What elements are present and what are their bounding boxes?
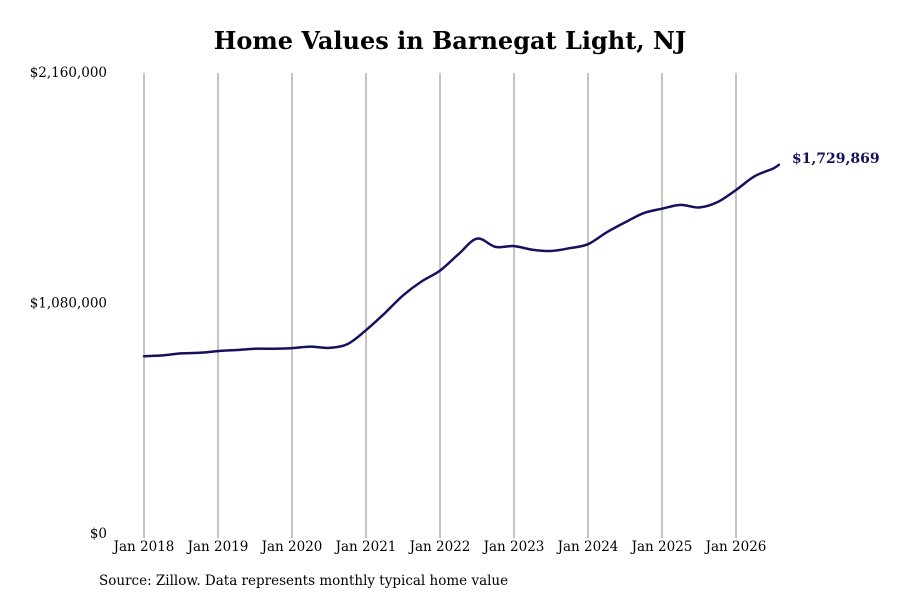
x-tick-label: Jan 2018	[112, 539, 175, 555]
x-tick-label: Jan 2023	[482, 539, 545, 555]
y-tick-label: $1,080,000	[30, 296, 107, 312]
y-tick-label: $2,160,000	[30, 65, 107, 81]
x-tick-label: Jan 2024	[556, 539, 619, 555]
chart-title: Home Values in Barnegat Light, NJ	[213, 26, 687, 55]
x-tick-label: Jan 2021	[334, 539, 397, 555]
y-tick-label: $0	[90, 526, 107, 542]
gridlines	[143, 73, 737, 538]
x-tick-label: Jan 2019	[186, 539, 249, 555]
end-value-label: $1,729,869	[792, 151, 880, 167]
x-tick-label: Jan 2022	[408, 539, 471, 555]
y-axis-ticks: $0 $1,080,000 $2,160,000	[30, 65, 107, 542]
x-tick-label: Jan 2020	[260, 539, 323, 555]
x-tick-label: Jan 2026	[704, 539, 767, 555]
source-note: Source: Zillow. Data represents monthly …	[99, 573, 509, 589]
x-tick-label: Jan 2025	[630, 539, 693, 555]
x-axis-ticks: Jan 2018 Jan 2019 Jan 2020 Jan 2021 Jan 2022…	[112, 539, 767, 555]
series-line	[142, 163, 781, 358]
